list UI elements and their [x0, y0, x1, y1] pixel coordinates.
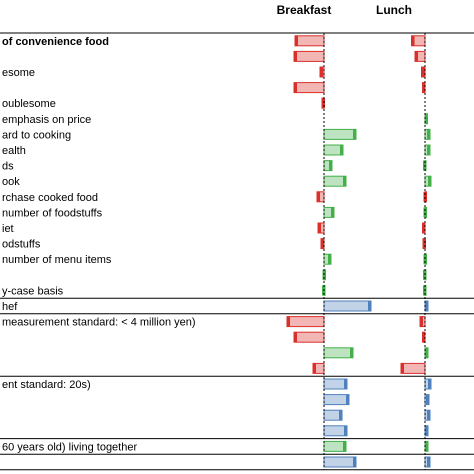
lunch-bar-cap	[427, 457, 430, 467]
lunch-bar-cap	[422, 223, 426, 233]
breakfast-bar-cap	[294, 82, 297, 93]
lunch-bar-cap	[422, 332, 426, 343]
breakfast-bar-cap	[350, 347, 353, 358]
breakfast-bar-cap	[344, 425, 347, 436]
lunch-bar-cap	[423, 238, 426, 249]
lunch-bar-cap	[425, 441, 428, 452]
lunch-bar-cap	[421, 67, 425, 77]
breakfast-bar-cap	[287, 316, 290, 327]
lunch-bar-cap	[428, 379, 431, 389]
breakfast-bar-cap	[318, 223, 321, 233]
breakfast-bar-cap	[353, 129, 356, 140]
lunch-bar-cap	[423, 207, 427, 218]
breakfast-bar-cap	[353, 457, 356, 467]
breakfast-bar-cap	[322, 98, 325, 109]
row-label: ds	[2, 161, 14, 173]
breakfast-bar-cap	[321, 238, 324, 249]
lunch-bar-cap	[427, 145, 430, 155]
breakfast-bar-cap	[294, 51, 297, 62]
lunch-bar-cap	[423, 254, 427, 265]
row-label: oublesome	[2, 98, 56, 110]
breakfast-bar	[323, 440, 347, 452]
lunch-bar-cap	[425, 347, 428, 358]
lunch-bar-cap	[420, 316, 423, 327]
lunch-bar-cap	[427, 129, 430, 140]
lunch-bar-cap	[411, 35, 415, 46]
breakfast-bar-cap	[368, 301, 371, 311]
breakfast-bar	[294, 35, 325, 47]
lunch-bar-cap	[415, 51, 418, 62]
breakfast-bar	[293, 331, 325, 343]
column-header-breakfast: Breakfast	[277, 3, 332, 17]
breakfast-bar-cap	[328, 254, 331, 265]
breakfast-bar	[293, 82, 325, 94]
breakfast-bar	[286, 316, 325, 328]
row-label: number of menu items	[2, 254, 112, 266]
lunch-bar-cap	[425, 425, 428, 436]
breakfast-bar-cap	[320, 67, 323, 77]
breakfast-bar-cap	[313, 363, 316, 374]
breakfast-bar-cap	[329, 160, 332, 171]
breakfast-bar-cap	[317, 191, 320, 202]
lunch-bar-cap	[401, 363, 404, 374]
lunch-bar	[400, 362, 426, 374]
lunch-bar-cap	[427, 410, 430, 421]
breakfast-bar	[323, 175, 347, 187]
column-header-lunch: Lunch	[376, 3, 412, 17]
breakfast-bar-cap	[340, 145, 343, 155]
row-label: rchase cooked food	[2, 192, 98, 204]
breakfast-bar	[323, 378, 348, 390]
breakfast-bar-cap	[344, 379, 347, 389]
row-label: emphasis on price	[2, 114, 91, 126]
row-label: ard to cooking	[2, 129, 71, 141]
row-label: 60 years old) living together	[2, 441, 137, 453]
lunch-bar-cap	[428, 176, 431, 187]
lunch-bar-cap	[423, 191, 427, 202]
breakfast-bar	[323, 347, 354, 359]
breakfast-bar	[323, 394, 350, 406]
lunch-bar-cap	[422, 82, 426, 93]
row-label: iet	[2, 223, 14, 235]
breakfast-bar-cap	[343, 176, 346, 187]
row-label: y-case basis	[2, 285, 64, 297]
breakfast-bar	[323, 300, 372, 312]
row-label: esome	[2, 67, 35, 79]
row-label: number of foodstuffs	[2, 207, 103, 219]
row-label: ook	[2, 176, 20, 188]
row-label: measurement standard: < 4 million yen)	[2, 317, 196, 329]
row-label: of convenience food	[2, 36, 109, 48]
lunch-bar-cap	[425, 301, 428, 311]
breakfast-bar	[323, 128, 357, 140]
breakfast-bar	[323, 425, 348, 437]
breakfast-bar-cap	[346, 394, 349, 405]
row-label: ent standard: 20s)	[2, 379, 91, 391]
breakfast-bar	[323, 456, 357, 468]
breakfast-bar-cap	[331, 207, 334, 218]
lunch-bar-cap	[424, 113, 428, 124]
breakfast-bar-cap	[294, 332, 297, 343]
breakfast-bar-cap	[343, 441, 346, 452]
row-label: hef	[2, 301, 18, 313]
breakfast-bar-cap	[295, 35, 298, 46]
row-label: ealth	[2, 145, 26, 157]
row-label: odstuffs	[2, 239, 41, 251]
lunch-bar-cap	[426, 394, 429, 405]
breakfast-bar	[293, 50, 325, 62]
breakfast-bar-cap	[339, 410, 342, 421]
